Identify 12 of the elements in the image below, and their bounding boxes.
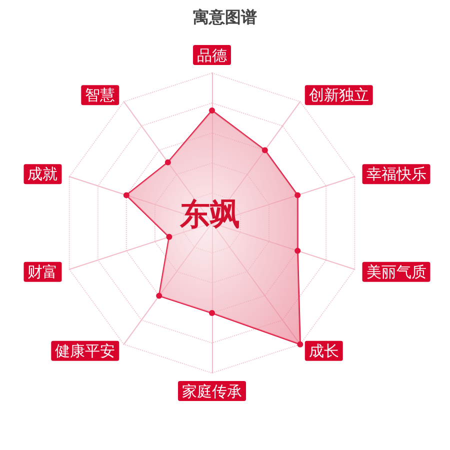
- spoke-label: 成就: [28, 165, 58, 184]
- text: 东飒: [179, 198, 240, 232]
- spoke-label: 美丽气质: [366, 262, 426, 281]
- spoke-label: 财富: [28, 262, 58, 281]
- spoke-label: 智慧: [85, 86, 116, 104]
- spoke-label: 创新独立: [308, 86, 369, 104]
- spoke-label: 健康平安: [55, 342, 116, 360]
- spoke-label: 成长: [308, 342, 339, 360]
- spoke-label: 品德: [197, 46, 227, 64]
- spoke-label: 家庭传承: [182, 382, 242, 400]
- chart-title: 寓意图谱: [193, 8, 257, 26]
- spoke-label: 幸福快乐: [366, 165, 426, 184]
